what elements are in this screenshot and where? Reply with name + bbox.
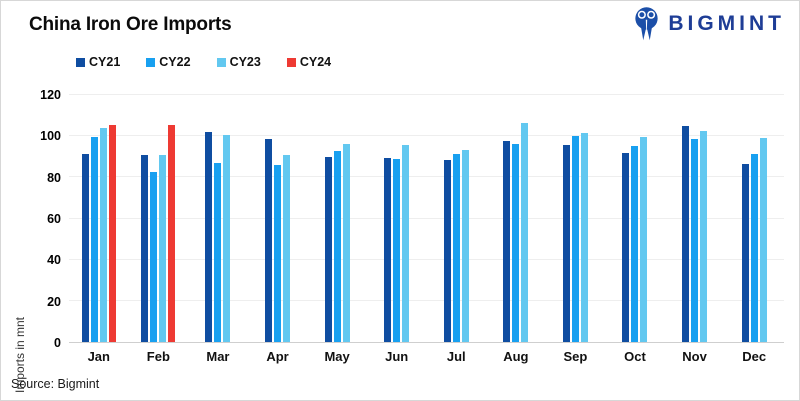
bar-cy23-oct — [640, 137, 648, 342]
x-tick-jun: Jun — [385, 349, 409, 364]
bar-cy23-nov — [700, 130, 708, 342]
bar-cy24-jan — [108, 125, 116, 342]
bar-cy21-jun — [384, 158, 392, 342]
x-tick-aug: Aug — [503, 349, 529, 364]
y-tick-60: 60 — [47, 212, 61, 226]
bar-cy21-may — [324, 157, 332, 342]
bar-cy23-dec — [759, 138, 767, 342]
bar-cy23-feb — [159, 154, 167, 342]
y-tick-40: 40 — [47, 253, 61, 268]
bar-cy21-feb — [141, 154, 149, 342]
legend-marker-cy24 — [286, 57, 296, 67]
bar-group-mar — [188, 95, 248, 342]
gridline-60 — [69, 217, 784, 219]
bar-cy23-may — [342, 144, 350, 342]
legend-marker-cy22 — [146, 57, 156, 67]
source-note: Source: Bigmint — [11, 377, 100, 391]
bar-group-dec — [724, 95, 784, 342]
y-tick-0: 0 — [54, 336, 61, 350]
bar-cy21-oct — [622, 153, 630, 342]
y-tick-100: 100 — [40, 129, 61, 144]
bar-group-feb — [129, 95, 189, 342]
bar-cy22-jan — [90, 136, 98, 342]
bar-cy22-jul — [452, 154, 460, 342]
x-tick-mar: Mar — [206, 349, 230, 364]
bar-cy21-jul — [443, 159, 451, 342]
y-tick-80: 80 — [47, 170, 61, 185]
plot-area — [69, 94, 784, 343]
bar-cy22-oct — [631, 146, 639, 342]
bar-cy23-jun — [402, 145, 410, 342]
bar-cy23-jul — [461, 149, 469, 342]
page-title: China Iron Ore Imports — [29, 14, 232, 35]
y-tick-20: 20 — [47, 294, 61, 309]
bar-cy22-feb — [150, 172, 158, 342]
legend-item-cy24[interactable]: CY24 — [286, 55, 332, 69]
legend-label: CY24 — [299, 55, 332, 69]
legend-label: CY22 — [159, 55, 191, 69]
bar-cy24-feb — [168, 125, 176, 342]
x-tick-feb: Feb — [146, 349, 170, 364]
x-tick-jul: Jul — [446, 349, 466, 364]
x-tick-nov: Nov — [682, 349, 707, 364]
legend-marker-cy21 — [76, 57, 85, 67]
x-axis: Jan Feb Mar Apr May Jun Jul Aug Sep Oct Nov Dec — [69, 349, 784, 364]
x-tick-sep: Sep — [563, 349, 588, 364]
bar-group-sep — [546, 95, 606, 342]
bar-cy21-aug — [503, 141, 511, 342]
bar-cy23-apr — [283, 154, 291, 342]
gridline-100 — [69, 135, 784, 137]
x-tick-apr: Apr — [266, 349, 289, 364]
bar-cy21-nov — [682, 126, 690, 342]
gridline-20 — [69, 299, 784, 301]
bar-group-apr — [248, 95, 308, 342]
x-tick-dec: Dec — [742, 349, 767, 364]
x-tick-may: May — [324, 349, 350, 364]
bar-cy21-jan — [81, 153, 89, 342]
bar-cy23-sep — [580, 133, 588, 342]
y-axis: 0 20 40 60 80 100 120 — [23, 88, 69, 350]
bar-group-may — [307, 95, 367, 342]
bigmint-m-figures-icon — [631, 6, 662, 42]
bar-cy22-aug — [512, 143, 520, 342]
bar-cy22-may — [333, 151, 341, 342]
bar-cy21-dec — [741, 163, 749, 342]
legend-item-cy23[interactable]: CY23 — [216, 55, 261, 69]
chart-legend: CY21 CY22 CY23 CY24 — [76, 55, 331, 69]
bar-cy21-mar — [205, 131, 213, 342]
bar-cy22-mar — [214, 162, 222, 342]
chart-area: Imports in mnt 0 20 40 60 80 100 120 Jan Feb Mar… — [9, 88, 784, 393]
x-tick-oct: Oct — [624, 349, 646, 364]
bar-cy21-sep — [562, 145, 570, 342]
legend-marker-cy23 — [216, 57, 226, 67]
gridline-40 — [69, 258, 784, 260]
bar-cy23-aug — [521, 123, 529, 342]
legend-label: CY21 — [89, 55, 121, 69]
legend-item-cy22[interactable]: CY22 — [146, 55, 191, 69]
logo-text: BIGMINT — [668, 12, 785, 35]
bar-group-jan — [69, 95, 129, 342]
bar-group-nov — [665, 95, 725, 342]
bar-cy23-jan — [99, 127, 107, 342]
bar-cy22-sep — [571, 136, 579, 342]
bar-group-jul — [426, 95, 486, 342]
bar-cy22-jun — [393, 159, 401, 342]
bar-group-aug — [486, 95, 546, 342]
gridline-120 — [69, 94, 784, 95]
y-tick-120: 120 — [40, 88, 61, 102]
legend-item-cy21[interactable]: CY21 — [76, 55, 120, 69]
bar-group-oct — [605, 95, 665, 342]
bigmint-logo: BIGMINT — [631, 6, 785, 42]
legend-label: CY23 — [229, 55, 261, 69]
gridline-80 — [69, 176, 784, 178]
x-tick-jan: Jan — [87, 349, 110, 364]
bar-cy22-dec — [750, 154, 758, 342]
bar-group-jun — [367, 95, 427, 342]
bar-cy22-nov — [691, 138, 699, 342]
bar-cy23-mar — [223, 135, 231, 342]
bar-cy22-apr — [274, 164, 282, 342]
bar-cy21-apr — [265, 139, 273, 342]
